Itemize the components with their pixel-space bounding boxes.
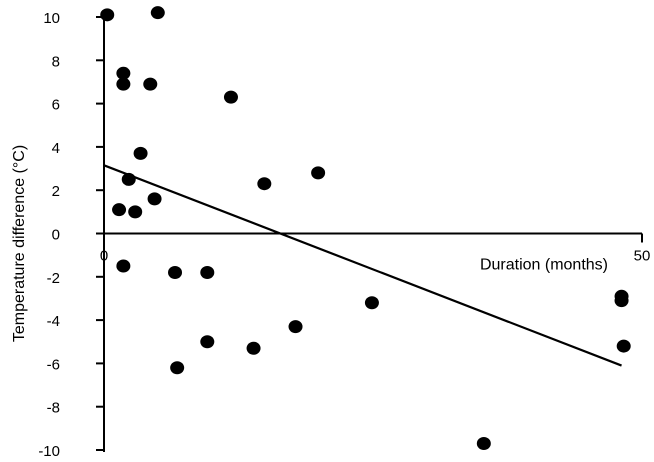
trend-line [103, 164, 622, 367]
data-point [170, 361, 185, 375]
data-point [143, 77, 158, 91]
data-point [614, 294, 629, 308]
x-tick-label: 50 [634, 248, 651, 265]
data-point [200, 265, 215, 279]
y-tick-label: 4 [52, 140, 60, 157]
y-tick-label: 8 [52, 53, 60, 70]
y-tick-label: -8 [47, 400, 60, 417]
data-point [200, 335, 215, 349]
y-tick-label: 2 [52, 183, 60, 200]
y-tick-label: -10 [38, 443, 60, 460]
y-tick-label: 0 [52, 227, 60, 244]
data-point [288, 320, 303, 334]
data-point [128, 205, 143, 219]
data-point [476, 437, 491, 451]
y-tick-label: 10 [43, 10, 60, 27]
y-axis-label: Temperature difference (°C) [11, 145, 28, 342]
y-tick-label: 6 [52, 97, 60, 114]
y-tick-label: -4 [47, 313, 60, 330]
data-point [257, 177, 272, 191]
x-tick-label: 0 [100, 248, 108, 265]
data-point [311, 166, 326, 180]
data-point [150, 6, 165, 20]
data-point [133, 146, 148, 160]
data-point [121, 172, 136, 186]
data-point [364, 296, 379, 310]
x-axis-label: Duration (months) [480, 257, 608, 274]
data-point [116, 77, 131, 91]
data-point [116, 66, 131, 80]
x-ticks: 0 50 [100, 233, 651, 265]
data-point [112, 203, 127, 217]
data-point [616, 339, 631, 353]
data-points [100, 6, 631, 451]
data-point [246, 341, 261, 355]
data-point [100, 8, 115, 22]
data-point [168, 265, 183, 279]
y-tick-label: -2 [47, 270, 60, 287]
data-point [147, 192, 162, 206]
data-point [223, 90, 238, 104]
y-tick-label: -6 [47, 356, 60, 373]
data-point [116, 259, 131, 273]
y-ticks: 10 8 6 4 2 0 -2 -4 -6 -8 -10 [38, 10, 104, 460]
